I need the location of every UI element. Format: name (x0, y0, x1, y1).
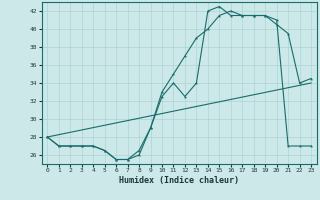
X-axis label: Humidex (Indice chaleur): Humidex (Indice chaleur) (119, 176, 239, 185)
